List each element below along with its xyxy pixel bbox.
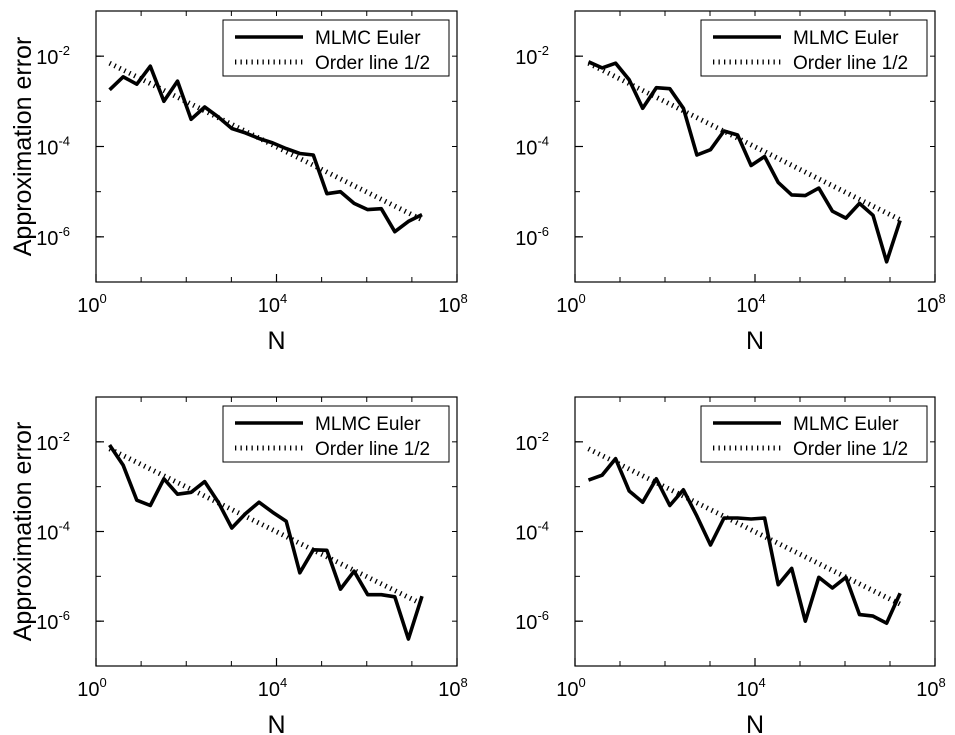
y-tick-label: 10-2 bbox=[515, 429, 549, 455]
y-tick-label: 10-6 bbox=[515, 224, 549, 250]
y-axis-label: Approximation error bbox=[9, 422, 37, 642]
legend-label: Order line 1/2 bbox=[793, 439, 908, 460]
y-tick-label: 10-2 bbox=[515, 43, 549, 69]
x-tick-label: 100 bbox=[556, 291, 585, 317]
chart-panel-4: 100 104 108 10-6 10-4 10-2 N MLMC Euler Order li… bbox=[515, 396, 946, 735]
x-tick-label: 104 bbox=[258, 675, 287, 701]
legend-label: Order line 1/2 bbox=[315, 439, 430, 460]
legend: MLMC Euler Order line 1/2 bbox=[700, 405, 928, 463]
legend-label: MLMC Euler bbox=[793, 28, 899, 49]
x-tick-label: 108 bbox=[438, 291, 467, 317]
x-tick-label: 108 bbox=[916, 675, 945, 701]
series-order-line bbox=[587, 60, 902, 222]
legend-box bbox=[222, 19, 450, 77]
x-tick-label: 108 bbox=[438, 675, 467, 701]
legend: MLMC Euler Order line 1/2 bbox=[222, 19, 450, 77]
legend-box bbox=[700, 19, 928, 77]
y-tick-label: 10-2 bbox=[36, 429, 70, 455]
y-tick-label: 10-6 bbox=[36, 224, 70, 250]
x-tick-label: 104 bbox=[736, 291, 765, 317]
y-tick-label: 10-2 bbox=[36, 43, 70, 69]
y-tick-label: 10-4 bbox=[515, 519, 549, 545]
y-tick-label: 10-4 bbox=[36, 519, 70, 545]
x-tick-label: 100 bbox=[77, 675, 106, 701]
legend-label: MLMC Euler bbox=[315, 414, 421, 435]
x-tick-label: 104 bbox=[258, 291, 287, 317]
legend: MLMC Euler Order line 1/2 bbox=[222, 405, 450, 463]
y-tick-label: 10-6 bbox=[36, 608, 70, 634]
legend-label: Order line 1/2 bbox=[793, 53, 908, 74]
chart-panel-1: 100 104 108 10-6 10-4 10-2 N Approximation erro… bbox=[9, 10, 468, 355]
x-tick-label: 100 bbox=[556, 675, 585, 701]
chart-panel-3: 100 104 108 10-6 10-4 10-2 N Approximation erro… bbox=[9, 396, 468, 735]
y-tick-label: 10-6 bbox=[515, 608, 549, 634]
x-axis-label: N bbox=[746, 327, 764, 355]
series-mlmc-euler bbox=[108, 443, 424, 641]
series-mlmc-euler bbox=[587, 60, 902, 264]
legend-box bbox=[222, 405, 450, 463]
legend-label: MLMC Euler bbox=[793, 414, 899, 435]
x-axis-label: N bbox=[746, 711, 764, 735]
series-mlmc-euler bbox=[587, 456, 902, 626]
y-tick-label: 10-4 bbox=[515, 134, 549, 160]
legend-label: Order line 1/2 bbox=[315, 53, 430, 74]
legend-label: MLMC Euler bbox=[315, 28, 421, 49]
series-order-line bbox=[587, 446, 902, 607]
y-axis-label: Approximation error bbox=[9, 37, 37, 257]
x-tick-label: 108 bbox=[916, 291, 945, 317]
legend: MLMC Euler Order line 1/2 bbox=[700, 19, 928, 77]
x-axis-label: N bbox=[267, 327, 285, 355]
series-mlmc-euler bbox=[108, 64, 423, 234]
series-order-line bbox=[108, 446, 424, 607]
x-tick-label: 100 bbox=[77, 291, 106, 317]
y-tick-label: 10-4 bbox=[36, 134, 70, 160]
x-tick-label: 104 bbox=[736, 675, 765, 701]
chart-panel-2: 100 104 108 10-6 10-4 10-2 N MLMC Euler Order li… bbox=[515, 10, 946, 355]
legend-box bbox=[700, 405, 928, 463]
x-axis-label: N bbox=[267, 711, 285, 735]
